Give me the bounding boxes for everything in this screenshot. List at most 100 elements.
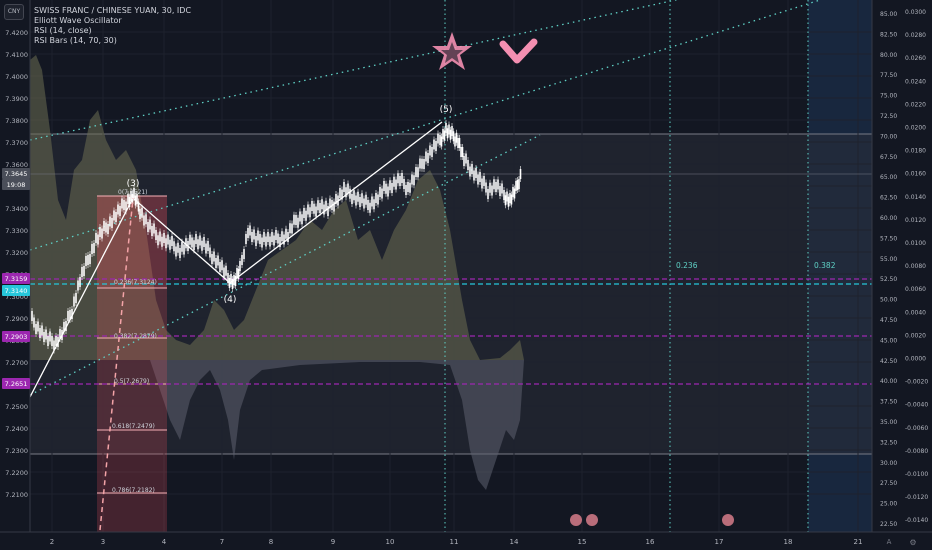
time-axis-label: 10 [386, 538, 395, 546]
candle-body [169, 239, 171, 250]
fib-label-786: 0.786(7.2182) [112, 487, 155, 494]
candle-body [251, 232, 253, 242]
candle-body [111, 218, 113, 228]
candle-body [205, 243, 207, 254]
candle-body [65, 321, 67, 331]
ewo-axis-label: -0.0040 [905, 402, 928, 409]
candle-body [193, 240, 195, 251]
ewo-axis-label: 0.0300 [905, 9, 926, 16]
left-price-axis-panel[interactable] [0, 0, 30, 532]
candle-body [39, 328, 41, 338]
rsi-axis-label: 37.50 [880, 399, 897, 406]
candle-body [351, 194, 353, 204]
candle-body [355, 195, 357, 206]
candle-body [201, 240, 203, 251]
candle-body [159, 231, 161, 242]
candle-body [55, 336, 57, 346]
price-axis-label: 7.4000 [5, 73, 28, 81]
price-axis-label: 7.3300 [5, 227, 28, 235]
price-axis-label: 7.3600 [5, 161, 28, 169]
candle-body [128, 197, 131, 207]
rsi-axis-label: 62.50 [880, 195, 897, 202]
currency-button[interactable]: CNY [4, 4, 24, 20]
indicator-rsi-label[interactable]: RSI (14, close) [34, 26, 92, 35]
candle-body [143, 215, 145, 226]
event-marker-icon[interactable] [722, 514, 734, 526]
candle-body [125, 201, 127, 212]
candle-body [155, 230, 157, 240]
candle-body [173, 241, 175, 252]
candle-body [325, 200, 327, 211]
candle-body [277, 233, 279, 244]
candle-body [59, 329, 61, 339]
candle-body [381, 188, 383, 199]
candle-body [161, 236, 163, 247]
candle-body [237, 269, 240, 279]
time-axis-label: 17 [715, 538, 724, 546]
candle-body [448, 124, 450, 135]
price-axis-label: 7.3000 [5, 293, 28, 301]
candle-body [119, 206, 121, 216]
price-badge-level3: 7.2903 [2, 331, 30, 342]
ewo-axis-label: 0.0260 [905, 55, 926, 62]
candle-body [215, 258, 217, 268]
candle-body [223, 267, 225, 278]
settings-gear-icon[interactable]: ⚙ [909, 538, 916, 547]
time-axis-label: 15 [578, 538, 587, 546]
price-badge-level2: 7.3140 [2, 285, 30, 296]
rsi-axis-label: 47.50 [880, 317, 897, 324]
time-axis-labels: 2 3 4 7 8 9 10 11 14 15 16 17 18 21 [50, 538, 863, 546]
candle-body [269, 236, 271, 247]
candle-body [127, 194, 129, 204]
price-axis-panel[interactable] [872, 0, 932, 550]
ewo-axis-label: 0.0020 [905, 332, 926, 339]
indicator-ewo-label[interactable]: Elliott Wave Oscillator [34, 16, 122, 25]
time-axis-label: 4 [162, 538, 167, 546]
candle-body [469, 166, 471, 177]
auto-scale-button[interactable]: A [887, 538, 892, 546]
price-axis-label: 7.2300 [5, 447, 28, 455]
rsi-axis-label: 70.00 [880, 133, 897, 140]
candle-body [175, 246, 177, 257]
symbol-title[interactable]: SWISS FRANC / CHINESE YUAN, 30, IDC [34, 6, 192, 15]
candle-body [273, 235, 275, 246]
candle-body [371, 196, 373, 207]
ewo-axis-label: -0.0140 [905, 517, 928, 524]
fib-trend-dashed-line [99, 197, 134, 531]
candle-body [149, 219, 151, 230]
candle-body [239, 261, 241, 271]
candle-body [95, 233, 97, 243]
candle-body [477, 174, 479, 185]
price-axis-label: 7.2900 [5, 315, 28, 323]
fib-label-382: 0.382(7.2879) [114, 333, 157, 340]
candle-body [73, 296, 75, 307]
candle-body [181, 241, 183, 252]
candle-body [519, 169, 522, 179]
fib-label-5: 0.5(7.2679) [114, 378, 149, 385]
rsi-axis-label: 55.00 [880, 256, 897, 263]
time-axis-panel[interactable] [0, 532, 932, 550]
candle-body [75, 293, 77, 303]
event-marker-icon[interactable] [570, 514, 582, 526]
indicator-rsi-bars-label[interactable]: RSI Bars (14, 70, 30) [34, 36, 117, 45]
candle-body [167, 234, 169, 245]
candle-body [259, 234, 261, 244]
ewo-axis-label: -0.0020 [905, 379, 928, 386]
candle-body [499, 186, 501, 196]
candle-body [503, 190, 505, 200]
candle-body [425, 151, 427, 162]
event-markers[interactable] [570, 514, 734, 526]
time-axis-label: 21 [854, 538, 863, 546]
checkmark-icon[interactable] [499, 38, 538, 64]
event-marker-icon[interactable] [586, 514, 598, 526]
rsi-axis-label: 27.50 [880, 480, 897, 487]
candle-body [415, 167, 417, 177]
candle-body [451, 126, 453, 136]
ewo-axis-label: -0.0080 [905, 448, 928, 455]
candle-body [363, 198, 365, 209]
candlestick-series [31, 120, 522, 354]
candle-body [307, 204, 309, 215]
candle-body [275, 230, 277, 240]
ewo-axis-label: -0.0060 [905, 425, 928, 432]
